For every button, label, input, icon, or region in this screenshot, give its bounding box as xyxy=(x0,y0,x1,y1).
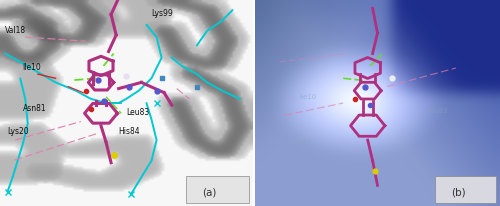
Text: (a): (a) xyxy=(202,188,216,198)
Text: Ile10: Ile10 xyxy=(299,94,316,100)
Text: Leu83: Leu83 xyxy=(126,108,150,117)
Text: Lys20: Lys20 xyxy=(8,127,29,136)
Text: Ile10: Ile10 xyxy=(22,63,42,72)
Text: Lys99: Lys99 xyxy=(152,9,174,19)
Text: Leu83: Leu83 xyxy=(426,108,448,114)
FancyBboxPatch shape xyxy=(186,176,248,203)
Text: His84: His84 xyxy=(118,127,141,136)
Text: Val18: Val18 xyxy=(5,26,26,35)
FancyBboxPatch shape xyxy=(435,176,496,203)
Text: Lys20: Lys20 xyxy=(292,139,312,145)
Text: (b): (b) xyxy=(451,188,466,198)
Text: Asn81: Asn81 xyxy=(22,104,46,113)
